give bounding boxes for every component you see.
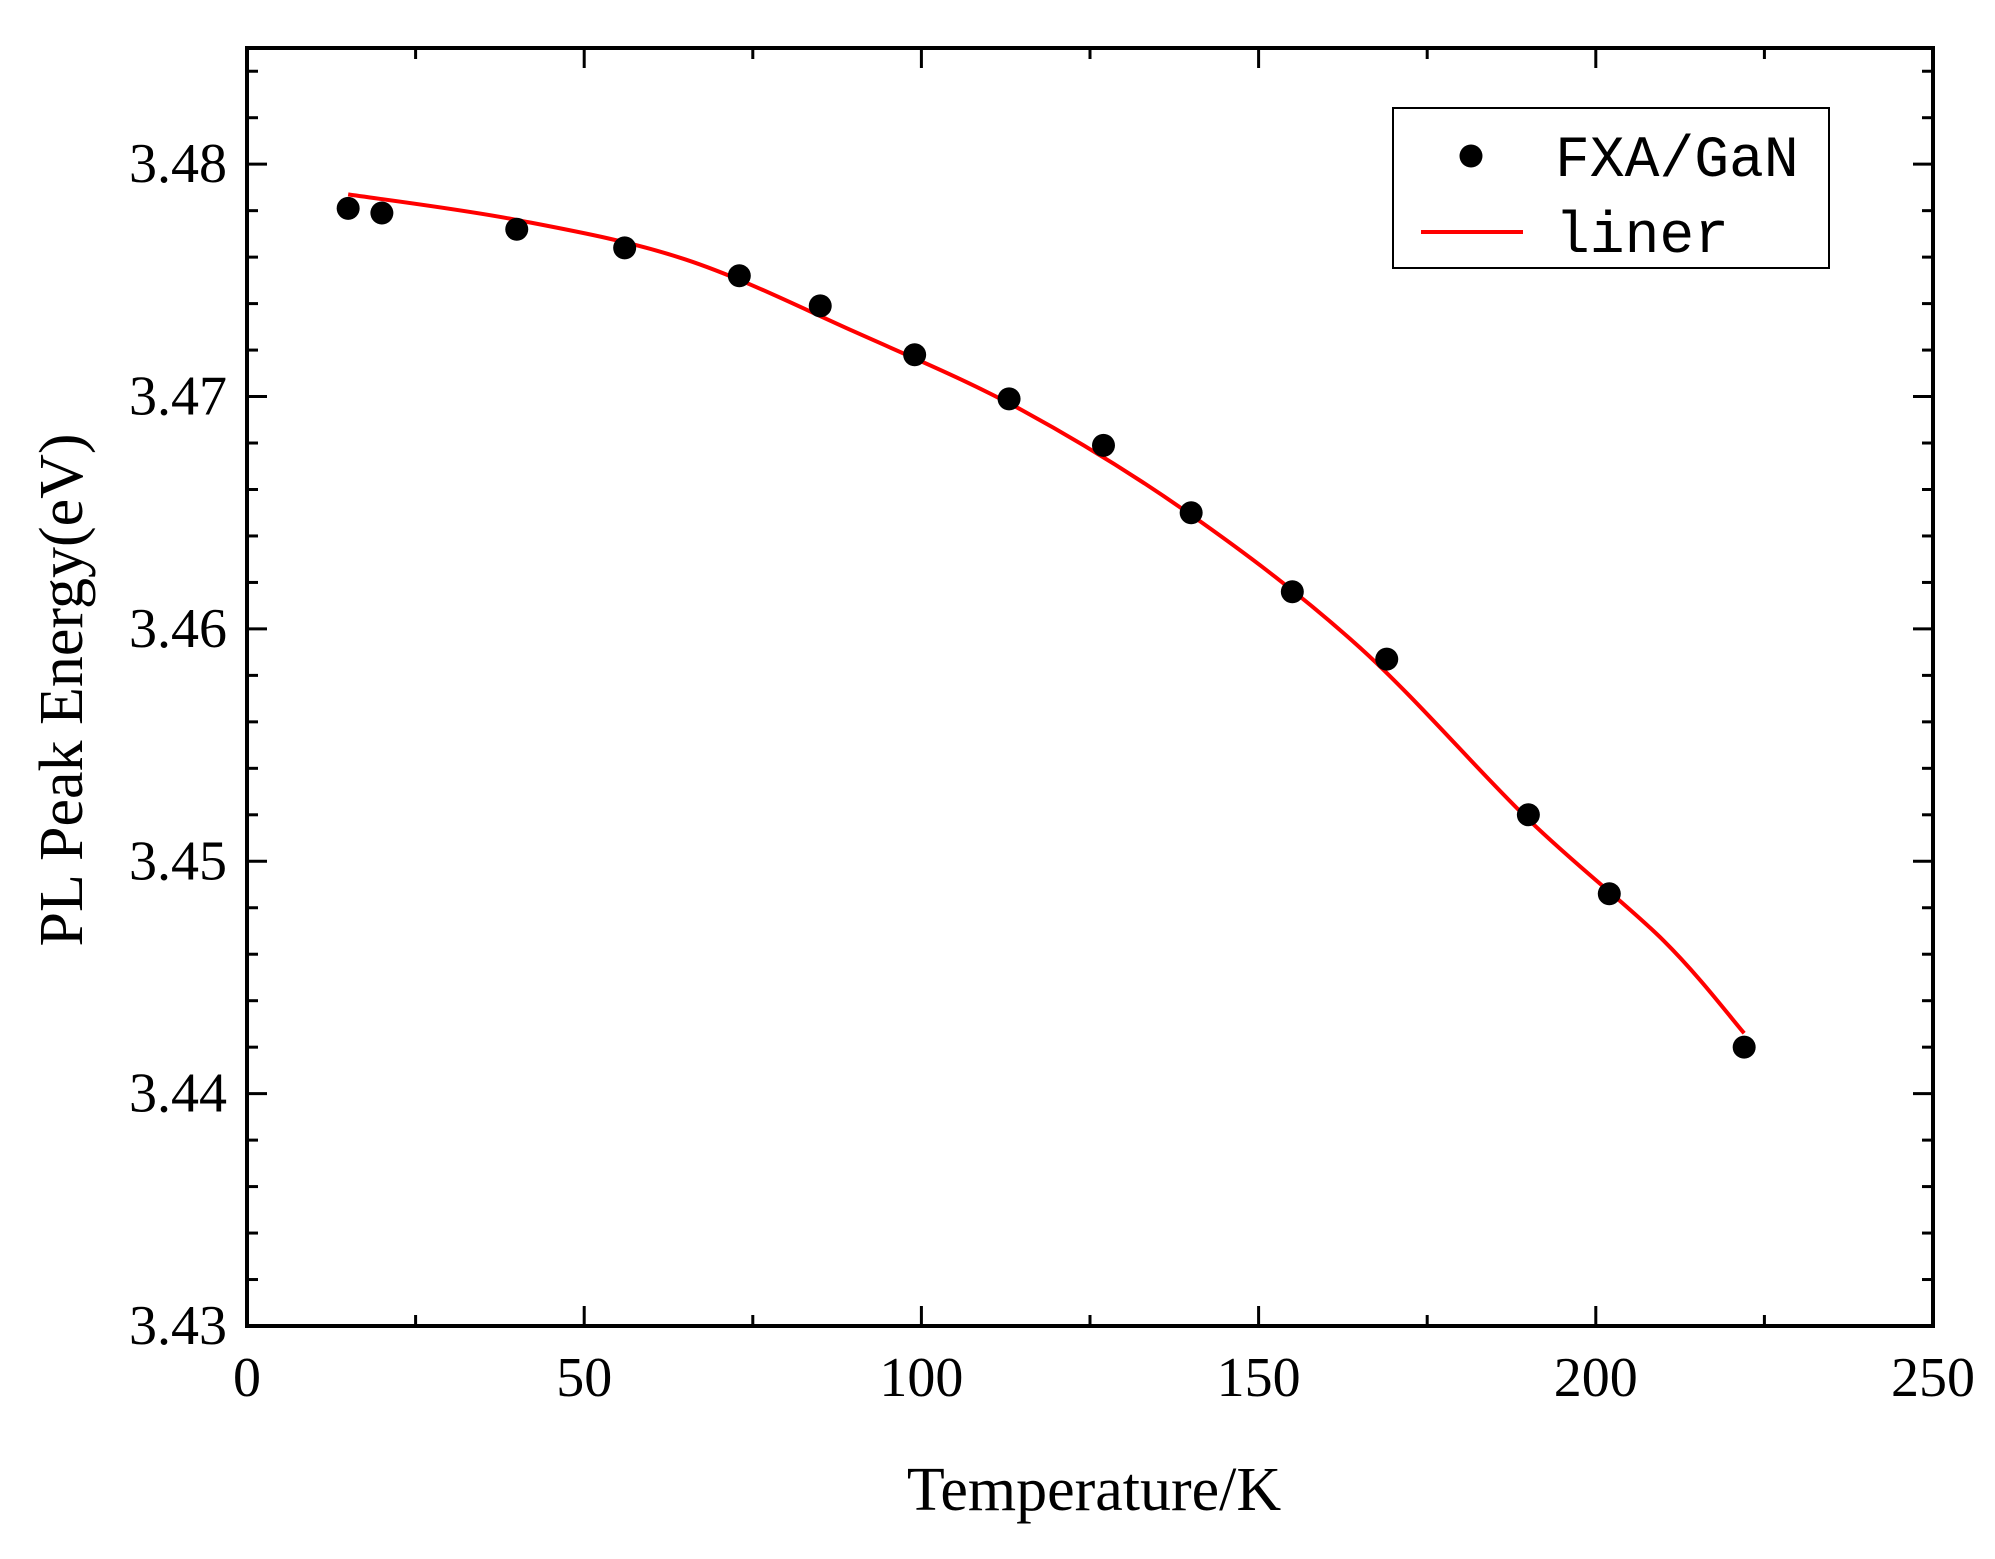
data-point bbox=[903, 343, 927, 367]
data-point bbox=[613, 236, 637, 260]
data-point bbox=[370, 201, 394, 225]
legend-box bbox=[1392, 107, 1830, 269]
data-point bbox=[997, 387, 1021, 411]
y-tick-label: 3.45 bbox=[129, 830, 227, 892]
data-point bbox=[336, 196, 360, 220]
data-point bbox=[1091, 433, 1115, 457]
x-tick-label: 50 bbox=[556, 1347, 612, 1409]
x-tick-label: 200 bbox=[1554, 1347, 1638, 1409]
y-tick-label: 3.48 bbox=[129, 133, 227, 195]
y-axis-label: PL Peak Energy(eV) bbox=[28, 433, 96, 946]
y-tick-label: 3.47 bbox=[129, 366, 227, 428]
y-tick-label: 3.43 bbox=[129, 1295, 227, 1357]
data-point bbox=[1597, 882, 1621, 906]
x-tick-label: 0 bbox=[233, 1347, 261, 1409]
y-tick-label: 3.46 bbox=[129, 598, 227, 660]
data-point bbox=[808, 294, 832, 318]
y-tick-label: 3.44 bbox=[129, 1063, 227, 1125]
data-point bbox=[1280, 580, 1304, 604]
series-line-liner bbox=[347, 192, 1746, 1035]
x-axis-label: Temperature/K bbox=[907, 1456, 1282, 1524]
data-point bbox=[1179, 501, 1203, 525]
data-point bbox=[727, 264, 751, 288]
data-point bbox=[1516, 803, 1540, 827]
data-point bbox=[1732, 1035, 1756, 1059]
x-tick-label: 150 bbox=[1217, 1347, 1301, 1409]
data-point bbox=[505, 217, 529, 241]
data-point bbox=[1375, 647, 1399, 671]
legend-label: FXA/GaN bbox=[1555, 129, 1799, 194]
legend-marker bbox=[1459, 144, 1483, 168]
legend-label: liner bbox=[1555, 205, 1729, 270]
x-tick-label: 250 bbox=[1891, 1347, 1975, 1409]
x-tick-label: 100 bbox=[879, 1347, 963, 1409]
